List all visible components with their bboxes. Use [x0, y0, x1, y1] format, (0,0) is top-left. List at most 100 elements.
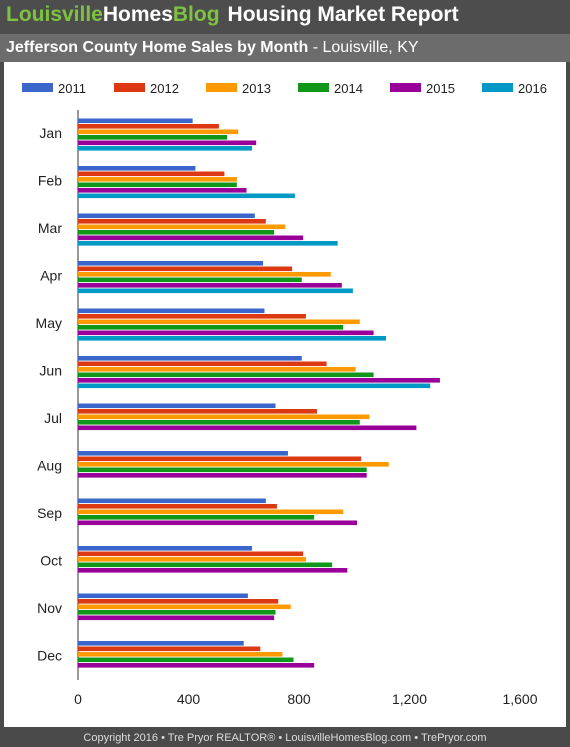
bar-dec-2013 [78, 652, 283, 657]
bar-dec-2014 [78, 657, 294, 663]
chart-subtitle-location: - Louisville, KY [308, 39, 419, 56]
bar-chart: 2011 2012 2013 2014 2015 2016 Jan Feb Mar Apr May J… [22, 81, 547, 707]
legend-swatch [298, 83, 329, 92]
bar-jun-2014 [78, 372, 374, 378]
bar-nov-2011 [78, 593, 248, 599]
bar-jun-2016 [78, 383, 431, 389]
legend-item-2011: 2011 [22, 81, 86, 96]
legend-item-2013: 2013 [206, 81, 271, 96]
bar-mar-2016 [78, 241, 338, 246]
bar-sep-2013 [78, 509, 344, 515]
bar-dec-2015 [78, 663, 315, 668]
category-label-feb: Feb [38, 173, 62, 189]
bar-apr-2014 [78, 277, 302, 283]
bar-dec-2011 [78, 641, 244, 646]
bar-mar-2012 [78, 219, 266, 224]
bar-mar-2014 [78, 230, 275, 235]
category-label-dec: Dec [37, 648, 62, 664]
category-label-sep: Sep [37, 505, 62, 521]
bar-may-2016 [78, 336, 387, 341]
bar-jul-2011 [78, 403, 276, 409]
legend-label: 2016 [518, 81, 547, 96]
bar-oct-2015 [78, 568, 348, 573]
bar-may-2012 [78, 314, 306, 319]
bar-jan-2012 [78, 124, 219, 129]
legend-item-2015: 2015 [390, 81, 455, 96]
report-header: LouisvilleHomesBlog Housing Market Report [0, 0, 570, 34]
report-title: LouisvilleHomesBlog Housing Market Report [6, 3, 459, 27]
bar-dec-2012 [78, 646, 261, 652]
report-title-text: Housing Market Report [227, 3, 459, 26]
chart-panel: 2011 2012 2013 2014 2015 2016 Jan Feb Mar Apr May J… [4, 62, 566, 727]
legend-swatch [390, 83, 421, 92]
bar-oct-2013 [78, 557, 306, 562]
bar-jan-2013 [78, 129, 239, 135]
bar-nov-2012 [78, 599, 279, 604]
bar-aug-2011 [78, 451, 288, 456]
bar-apr-2016 [78, 288, 353, 294]
category-label-mar: Mar [38, 220, 62, 236]
category-label-jun: Jun [39, 363, 62, 379]
bar-jun-2013 [78, 367, 356, 372]
bar-oct-2011 [78, 546, 253, 551]
legend-swatch [482, 83, 513, 92]
brand-part-blog: Blog [172, 3, 220, 26]
legend-swatch [114, 83, 145, 92]
bar-jul-2014 [78, 420, 360, 425]
footer-copyright: Copyright 2016 • Tre Pryor REALTOR® • Lo… [83, 732, 487, 744]
legend-label: 2015 [426, 81, 455, 96]
bar-apr-2015 [78, 283, 342, 288]
bar-oct-2014 [78, 562, 333, 568]
chart-subtitle: Jefferson County Home Sales by Month - L… [6, 39, 419, 57]
bar-jul-2015 [78, 425, 417, 431]
legend-label: 2014 [334, 81, 363, 96]
bar-jul-2013 [78, 414, 370, 420]
bar-mar-2015 [78, 235, 304, 241]
bar-nov-2013 [78, 604, 291, 610]
bar-may-2014 [78, 325, 344, 330]
legend-label: 2011 [58, 81, 86, 96]
bar-jul-2012 [78, 409, 317, 414]
bar-apr-2011 [78, 261, 264, 266]
bar-feb-2015 [78, 188, 247, 193]
legend-item-2016: 2016 [482, 81, 547, 96]
legend-swatch [22, 83, 53, 92]
bar-may-2013 [78, 319, 360, 325]
bar-feb-2016 [78, 193, 295, 199]
legend-item-2012: 2012 [114, 81, 179, 96]
bar-feb-2011 [78, 166, 196, 171]
bar-feb-2014 [78, 182, 237, 188]
bar-nov-2015 [78, 615, 275, 621]
x-tick-label: 400 [177, 691, 201, 707]
category-label-jan: Jan [39, 125, 62, 141]
legend-label: 2013 [242, 81, 271, 96]
bar-aug-2013 [78, 462, 389, 467]
bar-may-2015 [78, 330, 374, 336]
brand-part-louisville: Louisville [6, 3, 103, 26]
bar-sep-2011 [78, 498, 266, 504]
bar-may-2011 [78, 308, 265, 314]
bar-sep-2015 [78, 520, 358, 526]
legend-label: 2012 [150, 81, 179, 96]
bar-apr-2012 [78, 266, 293, 272]
x-tick-label: 800 [287, 691, 311, 707]
x-tick-label: 0 [74, 691, 82, 707]
bar-mar-2011 [78, 213, 255, 219]
bar-jan-2014 [78, 135, 228, 140]
bar-jun-2011 [78, 356, 302, 361]
bar-mar-2013 [78, 224, 286, 230]
bar-feb-2013 [78, 177, 237, 182]
bar-jan-2016 [78, 146, 253, 151]
x-tick-label: 1,600 [502, 691, 537, 707]
bar-oct-2012 [78, 551, 304, 557]
category-label-may: May [36, 315, 62, 331]
category-label-nov: Nov [37, 600, 62, 616]
category-label-oct: Oct [40, 553, 62, 569]
brand-part-homes: Homes [102, 3, 173, 26]
legend-swatch [206, 83, 237, 92]
bar-feb-2012 [78, 171, 225, 177]
bar-aug-2012 [78, 456, 362, 462]
category-label-jul: Jul [44, 410, 62, 426]
category-label-apr: Apr [40, 268, 62, 284]
